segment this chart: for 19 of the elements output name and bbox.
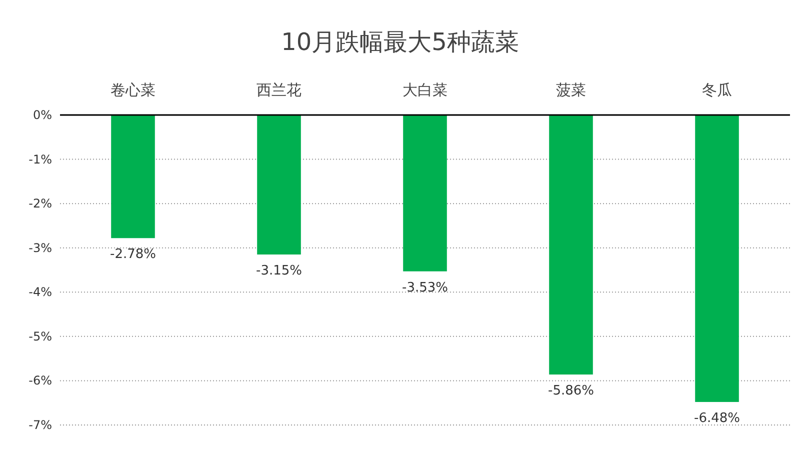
y-tick-label: -3% (28, 240, 52, 255)
y-tick-label: -4% (28, 285, 52, 300)
x-tick-label: 菠菜 (556, 81, 586, 99)
data-label: -2.78% (110, 247, 156, 262)
chart-title: 10月跌幅最大5种蔬菜 (281, 28, 519, 56)
y-tick-label: -5% (28, 329, 52, 344)
x-tick-label: 西兰花 (256, 81, 302, 99)
y-tick-label: -2% (28, 196, 52, 211)
y-tick-label: 0% (32, 108, 52, 122)
x-tick-label: 冬瓜 (702, 81, 732, 99)
x-tick-label: 卷心菜 (110, 81, 156, 99)
y-tick-label: -6% (28, 374, 52, 388)
data-label: -3.53% (402, 280, 448, 296)
data-label: -3.15% (256, 264, 302, 278)
data-label: -5.86% (548, 384, 594, 399)
data-label: -6.48% (694, 410, 740, 426)
x-tick-label: 大白菜 (402, 81, 448, 99)
y-tick-label: -7% (28, 418, 52, 432)
y-tick-label: -1% (28, 152, 52, 166)
